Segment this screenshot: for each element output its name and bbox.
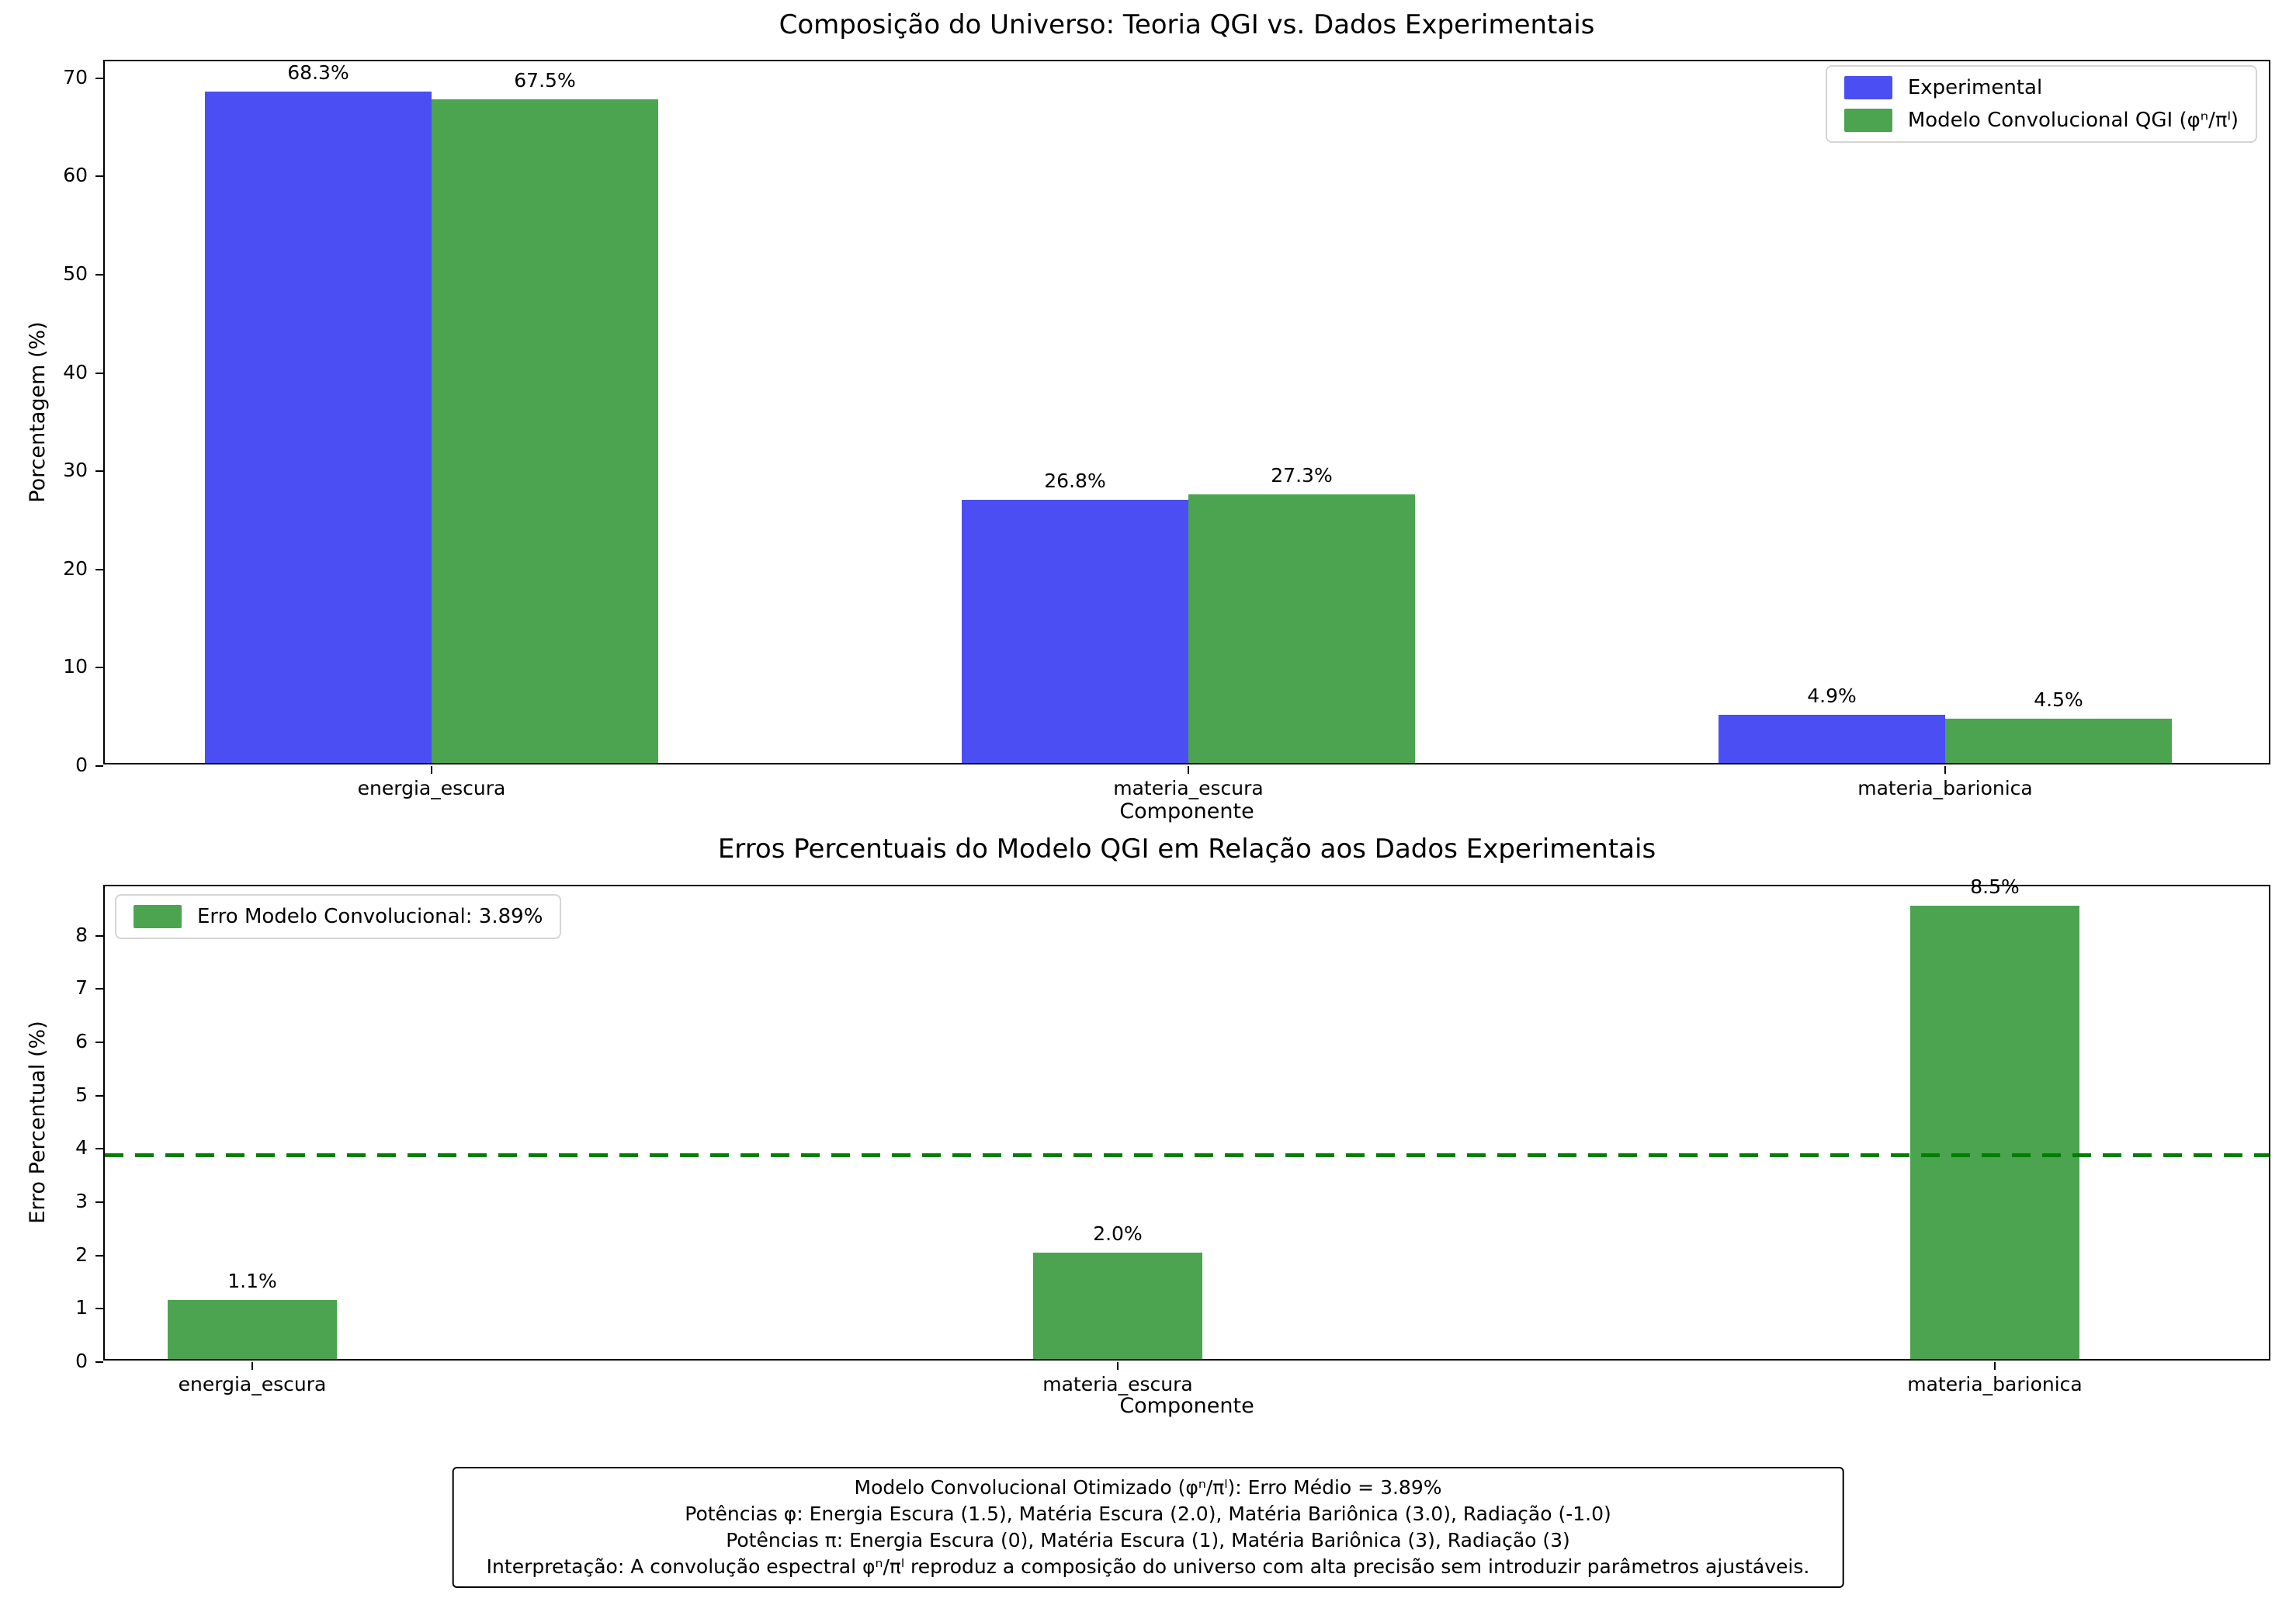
y-tick [95, 372, 103, 374]
experimental-swatch-icon [1843, 76, 1892, 99]
legend-label: Erro Modelo Convolucional: 3.89% [197, 905, 543, 928]
y-tick-label: 40 [63, 360, 88, 383]
y-tick [95, 934, 103, 937]
y-tick [95, 470, 103, 473]
y-tick-label: 0 [75, 1350, 88, 1372]
bottom-chart-xaxis-title: Componente [1119, 1394, 1254, 1418]
bar [1188, 494, 1415, 763]
legend-entry-error: Erro Modelo Convolucional: 3.89% [134, 905, 543, 928]
x-tick [1116, 1362, 1119, 1370]
y-tick [95, 1254, 103, 1257]
summary-line: Modelo Convolucional Otimizado (φⁿ/πˡ): … [854, 1476, 1442, 1499]
x-tick-label: energia_escura [357, 777, 506, 799]
y-tick-label: 30 [63, 459, 88, 482]
bar [1909, 906, 2079, 1359]
x-tick [1188, 766, 1189, 774]
summary-line: Potências π: Energia Escura (0), Matéria… [726, 1529, 1570, 1551]
y-tick [95, 1361, 103, 1363]
model-summary-box: Modelo Convolucional Otimizado (φⁿ/πˡ): … [452, 1467, 1844, 1588]
x-tick [251, 1362, 253, 1370]
y-tick-label: 70 [63, 65, 88, 88]
bar-value-label: 1.1% [227, 1270, 277, 1293]
bar-value-label: 8.5% [1970, 875, 2020, 899]
top-chart-xaxis-title: Componente [1119, 799, 1254, 823]
x-tick [431, 766, 432, 774]
x-tick-label: materia_escura [1113, 777, 1264, 799]
y-tick-label: 8 [75, 923, 88, 946]
y-tick [95, 273, 103, 276]
y-tick [95, 765, 103, 767]
legend-entry-experimental: Experimental [1843, 76, 2239, 99]
y-tick [95, 1201, 103, 1203]
y-tick [95, 988, 103, 990]
summary-line: Interpretação: A convolução espectral φⁿ… [486, 1555, 1810, 1578]
y-tick [95, 1041, 103, 1043]
y-tick [95, 1148, 103, 1150]
summary-line: Potências φ: Energia Escura (1.5), Matér… [685, 1503, 1611, 1525]
bar [1718, 714, 1945, 763]
bar-value-label: 68.3% [287, 61, 349, 85]
y-tick [95, 667, 103, 669]
bar [205, 92, 432, 763]
bar-value-label: 4.9% [1807, 684, 1857, 707]
y-tick [95, 1308, 103, 1310]
top-chart-title: Composição do Universo: Teoria QGI vs. D… [779, 9, 1595, 40]
bottom-chart-axes: 0 1 2 3 4 5 6 7 8 energia_escura 1.1% materia_escur… [75, 875, 2270, 1395]
bar [962, 499, 1188, 763]
y-tick-label: 50 [63, 262, 88, 285]
bar [432, 99, 658, 763]
y-tick [95, 568, 103, 570]
bottom-chart-legend: Erro Modelo Convolucional: 3.89% [115, 894, 562, 939]
legend-label: Experimental [1907, 76, 2043, 99]
top-chart-axes: 0 10 20 30 40 50 60 70 energia_escura 68.3% 67.5% m… [63, 60, 2270, 799]
legend-label: Modelo Convolucional QGI (φⁿ/πˡ) [1907, 109, 2239, 132]
model-swatch-icon [1843, 109, 1892, 132]
x-tick [1944, 766, 1946, 774]
y-tick [95, 175, 103, 178]
x-tick-label: materia_barionica [1907, 1373, 2083, 1395]
y-tick [95, 1094, 103, 1097]
bar [1944, 719, 2172, 763]
y-tick-label: 0 [75, 754, 88, 776]
bar-value-label: 2.0% [1093, 1222, 1143, 1245]
bar-value-label: 67.5% [514, 69, 576, 92]
x-tick-label: materia_escura [1042, 1373, 1193, 1395]
y-tick-label: 4 [75, 1136, 88, 1160]
top-chart-legend: Experimental Modelo Convolucional QGI (φ… [1825, 65, 2257, 143]
y-tick-label: 60 [63, 164, 88, 187]
bar-value-label: 26.8% [1044, 469, 1106, 492]
y-tick-label: 7 [75, 976, 88, 1000]
legend-entry-model: Modelo Convolucional QGI (φⁿ/πˡ) [1843, 109, 2239, 132]
x-tick-label: materia_barionica [1857, 777, 2033, 799]
y-tick-label: 6 [75, 1029, 88, 1052]
y-tick-label: 10 [63, 655, 88, 678]
error-swatch-icon [134, 905, 182, 928]
y-tick [95, 77, 103, 79]
mean-error-line [105, 1153, 2269, 1157]
y-tick-label: 3 [75, 1189, 88, 1212]
y-tick-label: 2 [75, 1243, 88, 1266]
bar-value-label: 4.5% [2034, 688, 2083, 712]
x-tick-label: energia_escura [178, 1373, 327, 1395]
y-tick-label: 5 [75, 1083, 88, 1106]
bottom-chart-title: Erros Percentuais do Modelo QGI em Relaç… [717, 834, 1656, 865]
bar [1032, 1252, 1202, 1359]
y-tick-label: 1 [75, 1296, 88, 1319]
x-tick [1993, 1362, 1996, 1370]
bar-value-label: 27.3% [1271, 464, 1333, 487]
y-tick-label: 20 [63, 556, 88, 580]
bar [167, 1300, 337, 1359]
